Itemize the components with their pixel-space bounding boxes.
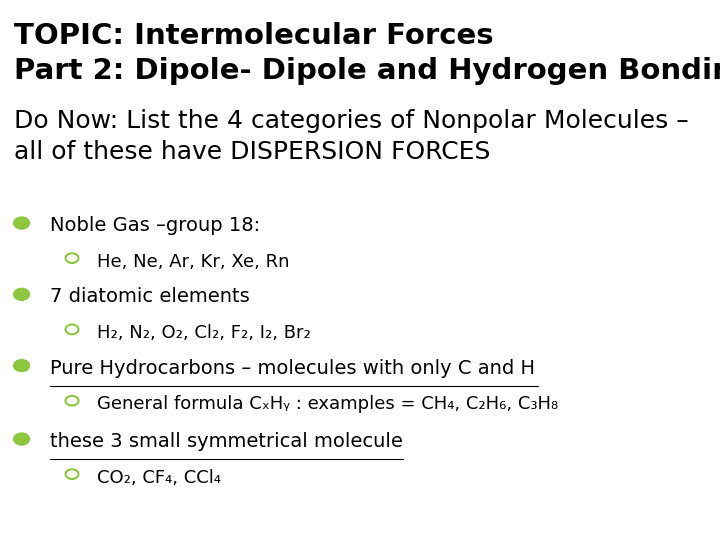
Circle shape bbox=[14, 360, 30, 372]
Text: TOPIC: Intermolecular Forces: TOPIC: Intermolecular Forces bbox=[14, 22, 494, 50]
Text: Do Now: List the 4 categories of Nonpolar Molecules –: Do Now: List the 4 categories of Nonpola… bbox=[14, 109, 689, 133]
Circle shape bbox=[14, 433, 30, 445]
Text: CO₂, CF₄, CCl₄: CO₂, CF₄, CCl₄ bbox=[97, 469, 221, 487]
Text: General formula CₓHᵧ : examples = CH₄, C₂H₆, C₃H₈: General formula CₓHᵧ : examples = CH₄, C… bbox=[97, 395, 558, 413]
Text: H₂, N₂, O₂, Cl₂, F₂, I₂, Br₂: H₂, N₂, O₂, Cl₂, F₂, I₂, Br₂ bbox=[97, 324, 311, 342]
Text: Pure Hydrocarbons – molecules with only C and H: Pure Hydrocarbons – molecules with only … bbox=[50, 359, 536, 377]
Circle shape bbox=[14, 288, 30, 300]
Text: these 3 small symmetrical molecule: these 3 small symmetrical molecule bbox=[50, 432, 403, 451]
Text: Part 2: Dipole- Dipole and Hydrogen Bonding: Part 2: Dipole- Dipole and Hydrogen Bond… bbox=[14, 57, 720, 85]
Text: He, Ne, Ar, Kr, Xe, Rn: He, Ne, Ar, Kr, Xe, Rn bbox=[97, 253, 289, 271]
Text: Noble Gas –group 18:: Noble Gas –group 18: bbox=[50, 216, 261, 235]
Text: all of these have DISPERSION FORCES: all of these have DISPERSION FORCES bbox=[14, 140, 491, 164]
Text: 7 diatomic elements: 7 diatomic elements bbox=[50, 287, 250, 306]
Circle shape bbox=[14, 217, 30, 229]
